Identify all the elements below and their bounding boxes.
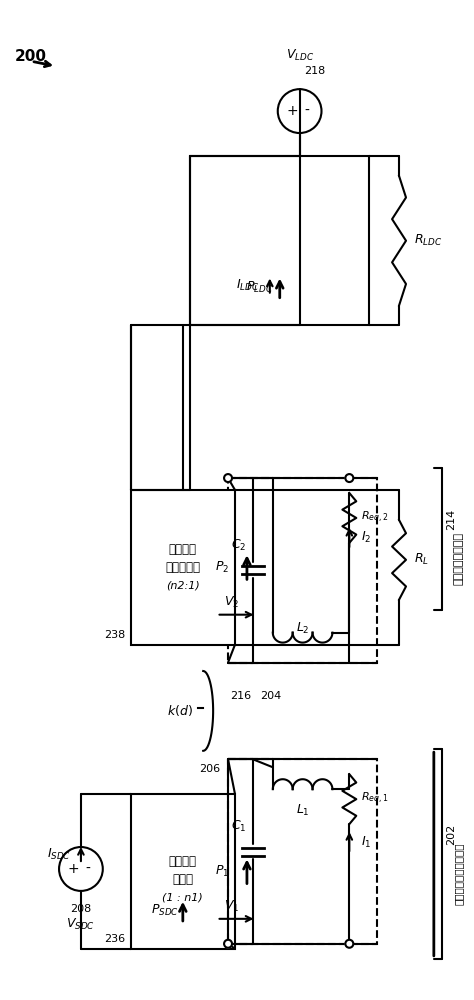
Text: 218: 218 xyxy=(305,66,326,76)
Text: 202: 202 xyxy=(446,823,456,845)
Text: 238: 238 xyxy=(104,630,126,640)
Circle shape xyxy=(278,89,321,133)
Text: -: - xyxy=(86,862,91,876)
Text: $I_{LDC}$: $I_{LDC}$ xyxy=(237,278,260,293)
Bar xyxy=(131,490,235,645)
Text: $C_2$: $C_2$ xyxy=(231,538,246,553)
Text: $V_2$: $V_2$ xyxy=(224,595,239,610)
Circle shape xyxy=(59,847,103,891)
Text: $R_{LDC}$: $R_{LDC}$ xyxy=(414,233,442,248)
Text: 基础无线电力充电系统: 基础无线电力充电系统 xyxy=(454,843,464,905)
Text: 电动车辆: 电动车辆 xyxy=(169,543,197,556)
Text: 216: 216 xyxy=(230,691,251,701)
Text: $I_{SDC}$: $I_{SDC}$ xyxy=(47,846,71,862)
Text: 206: 206 xyxy=(199,764,220,774)
Text: $L_1$: $L_1$ xyxy=(296,803,310,818)
Bar xyxy=(131,794,235,949)
Text: (n2:1): (n2:1) xyxy=(166,580,200,590)
Circle shape xyxy=(346,940,353,948)
Text: 电动车辆充电系统: 电动车辆充电系统 xyxy=(454,532,464,585)
Text: $V_{LDC}$: $V_{LDC}$ xyxy=(285,48,314,63)
Text: $V_{SDC}$: $V_{SDC}$ xyxy=(66,917,95,932)
Text: +: + xyxy=(286,104,298,118)
Bar xyxy=(190,156,369,325)
Text: 基础电力: 基础电力 xyxy=(169,855,197,868)
Text: 电力转换器: 电力转换器 xyxy=(165,561,201,574)
Text: +: + xyxy=(68,862,80,876)
Text: 转换器: 转换器 xyxy=(173,873,193,886)
Text: $P_2$: $P_2$ xyxy=(215,560,229,575)
Text: $R_{eq,2}$: $R_{eq,2}$ xyxy=(361,510,389,526)
Text: -: - xyxy=(304,104,310,118)
Text: $R_{eq,1}$: $R_{eq,1}$ xyxy=(361,791,389,807)
Circle shape xyxy=(224,474,232,482)
Text: $R_L$: $R_L$ xyxy=(414,552,429,567)
Text: 214: 214 xyxy=(446,508,456,530)
Text: 204: 204 xyxy=(260,691,281,701)
Text: $C_1$: $C_1$ xyxy=(231,819,247,834)
Text: $V_1$: $V_1$ xyxy=(224,899,239,914)
Text: $k(d)$: $k(d)$ xyxy=(167,703,193,718)
Circle shape xyxy=(224,940,232,948)
Text: 208: 208 xyxy=(70,904,91,914)
Circle shape xyxy=(346,474,353,482)
Text: $P_{SDC}$: $P_{SDC}$ xyxy=(151,903,179,918)
Text: 200: 200 xyxy=(15,49,47,64)
Text: $P_{LDC}$: $P_{LDC}$ xyxy=(246,280,273,295)
Text: 236: 236 xyxy=(105,934,126,944)
Text: $I_1$: $I_1$ xyxy=(361,834,372,850)
Text: $I_2$: $I_2$ xyxy=(361,530,372,545)
Text: $L_2$: $L_2$ xyxy=(296,621,310,636)
Text: $P_1$: $P_1$ xyxy=(215,864,229,879)
Text: (1 : n1): (1 : n1) xyxy=(163,892,203,902)
